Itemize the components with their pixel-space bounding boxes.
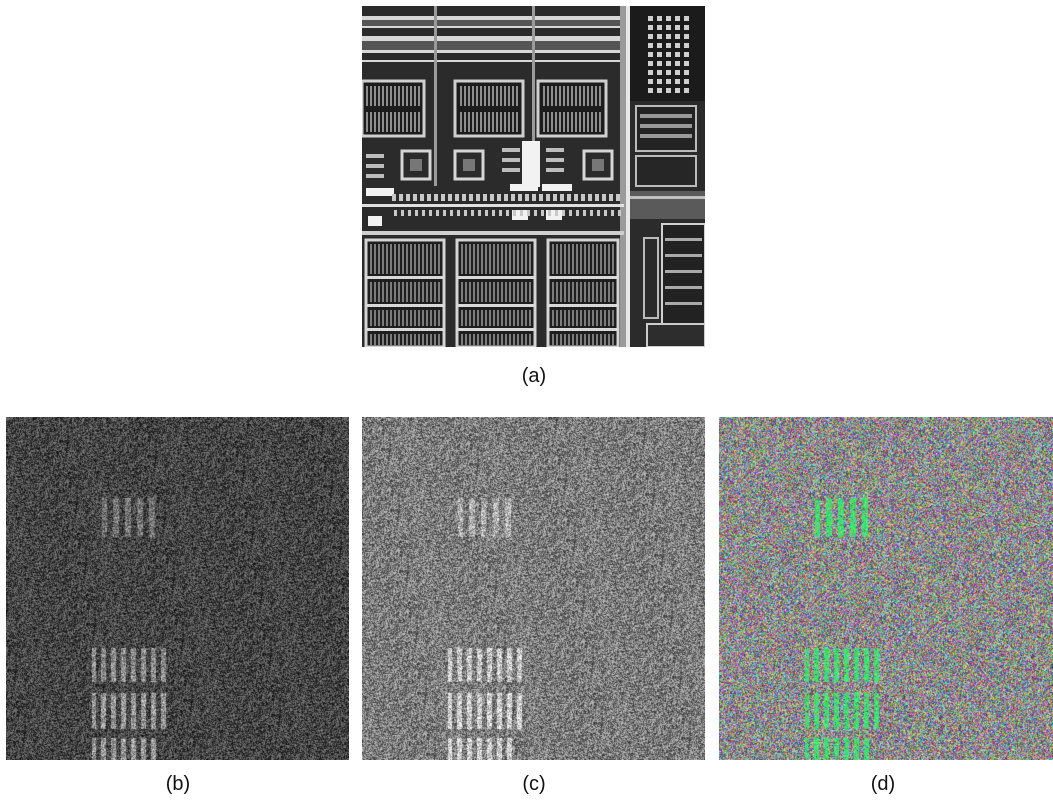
noisy-image-c xyxy=(362,417,705,760)
color-noise-image-d xyxy=(719,417,1053,760)
noisy-panel-c xyxy=(362,417,705,760)
caption-a: (a) xyxy=(521,365,547,387)
caption-d: (d) xyxy=(870,773,896,795)
caption-b: (b) xyxy=(165,773,191,795)
noisy-panel-b xyxy=(6,417,349,760)
caption-c: (c) xyxy=(522,773,546,795)
chip-micrograph-image xyxy=(362,6,705,347)
color-noise-panel-d xyxy=(719,417,1053,760)
noisy-image-b xyxy=(6,417,349,760)
micrograph-panel-a xyxy=(362,6,705,347)
